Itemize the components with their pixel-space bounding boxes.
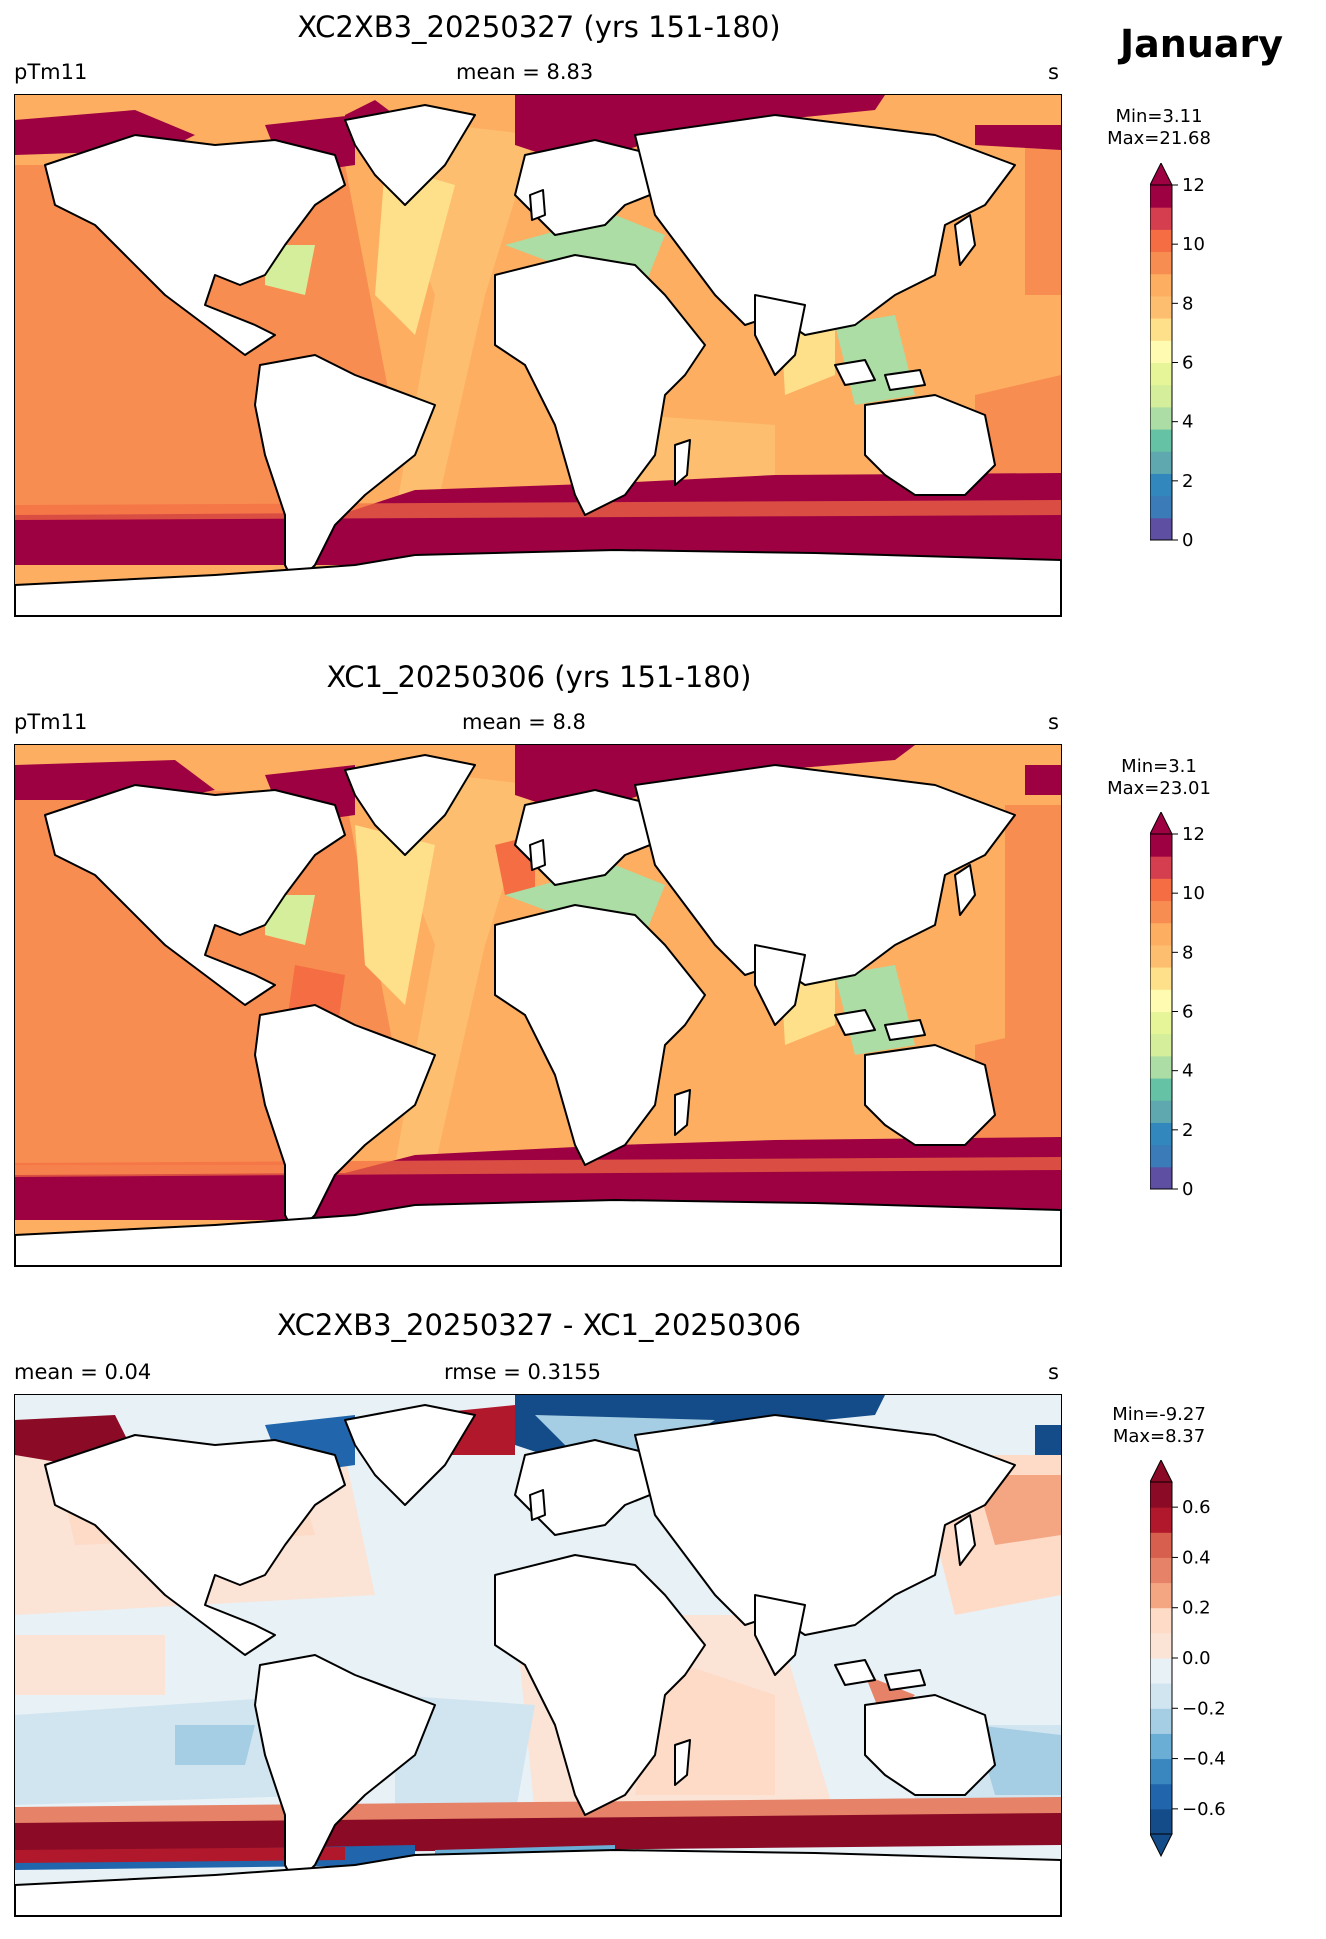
colorbar-segment	[1150, 207, 1172, 230]
colorbar-segment	[1150, 1758, 1172, 1785]
colorbar-tick-label: 10	[1182, 234, 1205, 255]
colorbar-tick-label: 0	[1182, 1179, 1193, 1200]
colorbar-segment	[1150, 473, 1172, 497]
panel-3-colorbar-min: Min=-9.27	[1112, 1404, 1206, 1425]
colorbar-segment	[1150, 1658, 1172, 1684]
colorbar-tick-label: 6	[1182, 353, 1193, 374]
panel-1-variable: pTm11	[14, 60, 88, 84]
panel-2-map	[14, 744, 1062, 1267]
colorbar-segment	[1150, 856, 1172, 879]
panel-2-colorbar-min: Min=3.1	[1121, 756, 1197, 777]
colorbar-segment	[1150, 295, 1172, 319]
panel-3-title: XC2XB3_20250327 - XC1_20250306	[276, 1308, 802, 1342]
colorbar-segment	[1150, 878, 1172, 902]
colorbar-tick-label: 0.4	[1182, 1547, 1211, 1568]
panel-1-units: s	[1048, 60, 1059, 84]
colorbar-segment	[1150, 1808, 1172, 1835]
panel-1-map	[14, 94, 1062, 617]
panel-3-mean: mean = 0.04	[14, 1360, 152, 1384]
colorbar-segment	[1150, 495, 1172, 519]
colorbar-extend-min	[1149, 1833, 1173, 1858]
colorbar-segment	[1150, 1783, 1172, 1810]
panel-2-mean: mean = 8.8	[462, 710, 586, 734]
colorbar-segment	[1150, 1733, 1172, 1760]
colorbar-tick-label: −0.6	[1182, 1799, 1226, 1820]
panel-1-colorbar: 0 2 4 6 8 10 12	[1149, 161, 1260, 570]
colorbar-extend-max	[1149, 810, 1173, 835]
colorbar-extend-max	[1149, 161, 1173, 186]
colorbar-segment	[1150, 517, 1172, 541]
panel-3-units: s	[1048, 1360, 1059, 1384]
colorbar-tick-label: 0.6	[1182, 1497, 1211, 1518]
colorbar-segment	[1150, 1011, 1172, 1035]
colorbar-segment	[1150, 900, 1172, 924]
colorbar-segment	[1150, 1582, 1172, 1609]
panel-3-colorbar-max: Max=8.37	[1112, 1426, 1206, 1447]
colorbar-segment	[1150, 429, 1172, 452]
colorbar-segment	[1150, 1482, 1172, 1508]
colorbar-segment	[1150, 1144, 1172, 1168]
colorbar-svg: 0 2 4 6 8 10 12	[1149, 161, 1205, 551]
panel-3-colorbar: −0.6 −0.4 −0.2 0.0 0.2 0.4 0.6	[1149, 1458, 1260, 1864]
colorbar-tick-label: 8	[1182, 942, 1193, 963]
colorbar-segment	[1150, 406, 1172, 430]
panel-3-map	[14, 1394, 1062, 1917]
colorbar-segment	[1150, 340, 1172, 363]
colorbar-segment	[1150, 251, 1172, 275]
colorbar-segment	[1150, 834, 1172, 857]
colorbar-tick-label: 0.0	[1182, 1648, 1211, 1669]
colorbar-segment	[1150, 944, 1172, 968]
colorbar-segment	[1150, 318, 1172, 341]
colorbar-segment	[1150, 1166, 1172, 1190]
colorbar-segment	[1150, 1557, 1172, 1584]
colorbar-segment	[1150, 1033, 1172, 1057]
panel-2-variable: pTm11	[14, 710, 88, 734]
colorbar-segment	[1150, 1683, 1172, 1709]
panel-2-title: XC1_20250306 (yrs 151-180)	[326, 660, 752, 694]
colorbar-segment	[1150, 1532, 1172, 1558]
colorbar-segment	[1150, 1607, 1172, 1634]
colorbar-segment	[1150, 229, 1172, 253]
colorbar-tick-label: 0	[1182, 530, 1193, 551]
month-label: January	[1120, 22, 1284, 66]
colorbar-segment	[1150, 922, 1172, 946]
colorbar-segment	[1150, 1100, 1172, 1123]
colorbar-segment	[1150, 1507, 1172, 1533]
colorbar-segment	[1150, 451, 1172, 474]
panel-2-units: s	[1048, 710, 1059, 734]
colorbar-segment	[1150, 362, 1172, 386]
panel-1-colorbar-min: Min=3.11	[1115, 106, 1203, 127]
colorbar-tick-label: 4	[1182, 1061, 1193, 1082]
colorbar-segment	[1150, 1122, 1172, 1146]
panel-1-title: XC2XB3_20250327 (yrs 151-180)	[297, 10, 781, 44]
colorbar-tick-label: −0.4	[1182, 1749, 1226, 1770]
colorbar-tick-label: 6	[1182, 1002, 1193, 1023]
colorbar-tick-label: 0.2	[1182, 1598, 1211, 1619]
colorbar-extend-max	[1149, 1458, 1173, 1483]
panel-1-colorbar-max: Max=21.68	[1107, 128, 1211, 149]
colorbar-segment	[1150, 1708, 1172, 1734]
panel-2-colorbar: 0 2 4 6 8 10 12	[1149, 810, 1260, 1219]
colorbar-segment	[1150, 273, 1172, 297]
colorbar-tick-label: 4	[1182, 412, 1193, 433]
panel-1-mean: mean = 8.83	[456, 60, 594, 84]
colorbar-segment	[1150, 384, 1172, 408]
colorbar-svg: −0.6 −0.4 −0.2 0.0 0.2 0.4 0.6	[1149, 1458, 1226, 1858]
colorbar-segment	[1150, 1078, 1172, 1101]
panel-3-rmse: rmse = 0.3155	[444, 1360, 602, 1384]
colorbar-tick-label: 12	[1182, 175, 1205, 196]
colorbar-segment	[1150, 1632, 1172, 1659]
colorbar-tick-label: 10	[1182, 883, 1205, 904]
colorbar-tick-label: 2	[1182, 471, 1193, 492]
colorbar-svg: 0 2 4 6 8 10 12	[1149, 810, 1205, 1200]
colorbar-segment	[1150, 1055, 1172, 1079]
colorbar-tick-label: 12	[1182, 824, 1205, 845]
colorbar-segment	[1150, 967, 1172, 990]
colorbar-segment	[1150, 989, 1172, 1012]
panel-2-colorbar-max: Max=23.01	[1107, 778, 1211, 799]
colorbar-tick-label: 2	[1182, 1120, 1193, 1141]
colorbar-segment	[1150, 185, 1172, 208]
colorbar-tick-label: 8	[1182, 293, 1193, 314]
colorbar-tick-label: −0.2	[1182, 1698, 1226, 1719]
